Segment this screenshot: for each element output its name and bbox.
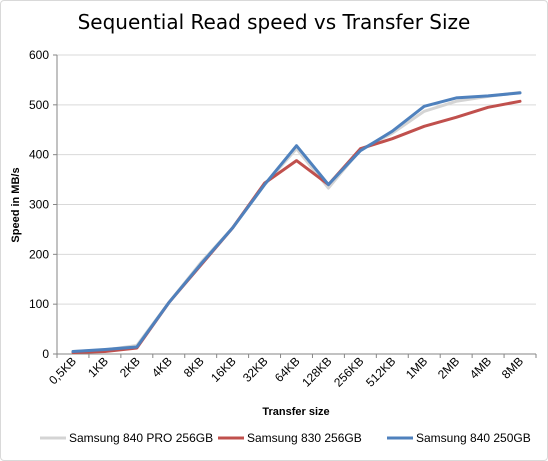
legend: Samsung 840 PRO 256GB Samsung 830 256GB Sa… — [40, 431, 531, 445]
legend-label: Samsung 840 250GB — [416, 431, 531, 445]
x-tick-label: 128KB — [299, 354, 334, 389]
y-tick-labels: 0 100 200 300 400 500 600 — [29, 48, 49, 361]
x-tick-label: 8KB — [181, 354, 207, 380]
x-tick-label: 512KB — [363, 354, 398, 389]
x-tick-label: 256KB — [331, 354, 366, 389]
x-tick-label: 4MB — [467, 354, 494, 381]
axes — [53, 54, 537, 358]
y-tick-label: 100 — [29, 297, 49, 311]
x-tick-label: 1KB — [85, 354, 111, 380]
gridlines — [57, 54, 536, 305]
legend-label: Samsung 830 256GB — [247, 431, 362, 445]
chart-title: Sequential Read speed vs Transfer Size — [77, 10, 471, 34]
legend-label: Samsung 840 PRO 256GB — [69, 431, 213, 445]
x-tick-labels: 0,5KB 1KB 2KB 4KB 8KB 16KB 32KB 64KB128KB256KB5… — [46, 354, 526, 389]
series-line-2 — [71, 99, 522, 354]
x-tick-label: 16KB — [208, 354, 239, 385]
x-tick-label: 32KB — [240, 354, 271, 385]
y-tick-label: 0 — [42, 347, 49, 361]
series-line-1 — [71, 90, 522, 353]
x-tick-label: 2MB — [435, 354, 462, 381]
x-tick-label: 64KB — [272, 354, 303, 385]
x-tick-label: 1MB — [403, 354, 430, 381]
y-axis-title: Speed in MB/s — [10, 167, 22, 242]
y-tick-label: 600 — [29, 48, 49, 62]
x-tick-label: 8MB — [499, 354, 526, 381]
x-tick-label: 0,5KB — [46, 354, 79, 387]
y-tick-label: 200 — [29, 247, 49, 261]
y-tick-label: 300 — [29, 198, 49, 212]
x-axis-title: Transfer size — [262, 406, 329, 418]
series-line-3 — [71, 91, 522, 353]
x-tick-label: 4KB — [149, 354, 175, 380]
series-lines — [71, 90, 522, 354]
y-tick-label: 400 — [29, 148, 49, 162]
x-tick-label: 2KB — [117, 354, 143, 380]
y-tick-label: 500 — [29, 98, 49, 112]
